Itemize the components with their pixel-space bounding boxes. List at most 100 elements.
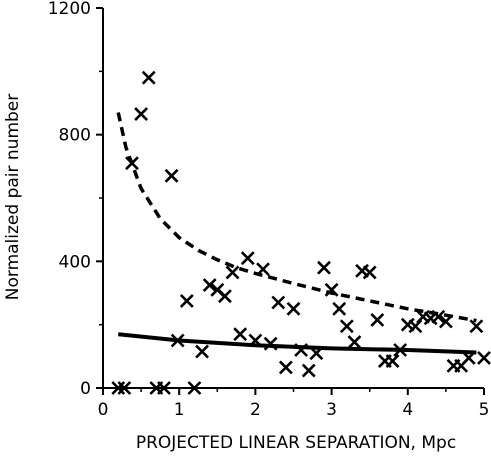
data-point (370, 312, 385, 327)
data-point-stroke (317, 260, 331, 275)
data-point-stroke (347, 335, 362, 350)
data-point (347, 335, 362, 350)
data-point-stroke (469, 319, 484, 334)
data-point (125, 156, 139, 171)
data-point (332, 301, 347, 316)
data-point (141, 70, 156, 85)
data-point-stroke (125, 156, 139, 171)
data-point-stroke (202, 278, 217, 293)
data-point (317, 260, 331, 275)
data-point-stroke (218, 289, 232, 304)
x-tick-label: 2 (250, 400, 261, 420)
data-point (362, 265, 377, 280)
data-point-stroke (179, 293, 194, 308)
data-point (393, 343, 408, 357)
data-point-stroke (256, 262, 270, 277)
data-point-stroke (431, 309, 446, 324)
x-tick-label: 4 (402, 400, 413, 420)
y-tick-label: 0 (80, 379, 91, 399)
data-point-stroke (461, 350, 476, 365)
data-point (117, 381, 132, 395)
data-point (477, 350, 491, 365)
series-layer (111, 70, 491, 395)
y-tick-label: 400 (59, 252, 91, 272)
data-point-stroke (385, 354, 400, 369)
data-point (339, 319, 354, 334)
data-point (461, 350, 476, 365)
data-point (385, 354, 400, 369)
y-axis-title: Normalized pair number (3, 94, 23, 300)
data-point-stroke (400, 317, 415, 332)
data-point (195, 344, 209, 359)
data-point-stroke (240, 251, 255, 266)
data-point-stroke (195, 344, 209, 359)
data-point-stroke (339, 319, 354, 334)
data-point-stroke (187, 381, 202, 395)
x-tick-label: 0 (98, 400, 109, 420)
data-point-stroke (170, 333, 185, 348)
x-tick-label: 3 (326, 400, 337, 420)
data-point-stroke (157, 381, 171, 395)
data-point-stroke (248, 333, 263, 348)
data-point (240, 251, 255, 266)
data-point-stroke (332, 301, 347, 316)
data-point (233, 327, 248, 342)
data-point-stroke (309, 346, 324, 361)
data-point (263, 336, 278, 351)
data-point (278, 360, 293, 375)
data-point-stroke (233, 327, 248, 342)
data-point-stroke (286, 301, 301, 316)
data-point (431, 309, 446, 324)
y-tick-label: 800 (59, 126, 91, 146)
data-point (438, 314, 453, 329)
data-point (408, 319, 423, 334)
data-point-stroke (362, 265, 377, 280)
data-point (301, 363, 316, 378)
data-point-stroke (370, 312, 385, 327)
data-point (179, 293, 194, 308)
data-point-stroke (278, 360, 293, 375)
data-point-stroke (225, 265, 240, 280)
data-point-stroke (477, 350, 491, 365)
axes (102, 8, 484, 389)
data-point (294, 343, 309, 357)
data-point-stroke (408, 319, 423, 334)
data-point-stroke (438, 314, 453, 329)
dashed-fit-line (116, 112, 477, 323)
data-point-stroke (271, 295, 286, 310)
tick-labels: 0 1 2 3 4 5 0 400 800 1200 (48, 0, 490, 420)
solid-fit-line (117, 332, 477, 355)
x-axis-title: PROJECTED LINEAR SEPARATION, Mpc (136, 433, 456, 453)
data-point-stroke (393, 343, 408, 357)
data-point (111, 381, 126, 395)
data-point (271, 295, 286, 310)
data-point-stroke (294, 343, 309, 357)
data-point (225, 265, 240, 280)
y-tick-label: 1200 (48, 0, 91, 19)
data-point (309, 346, 324, 361)
data-point-stroke (301, 363, 316, 378)
data-point-stroke (355, 263, 369, 278)
data-point (157, 381, 171, 395)
data-point (324, 282, 339, 297)
data-point (134, 107, 149, 122)
data-point-stroke (263, 336, 278, 351)
data-point-stroke (210, 282, 225, 297)
x-tick-label: 1 (174, 400, 185, 420)
data-point-stroke (111, 381, 126, 395)
ticks (96, 7, 485, 395)
data-point (469, 319, 484, 334)
data-point (187, 381, 202, 395)
data-point (170, 333, 185, 348)
x-tick-label: 5 (479, 400, 490, 420)
data-point-stroke (416, 309, 430, 324)
data-point (164, 168, 179, 183)
data-point-stroke (164, 168, 179, 183)
data-point (286, 301, 301, 316)
data-point-stroke (134, 107, 149, 122)
data-point (248, 333, 263, 348)
data-point-stroke (324, 282, 339, 297)
data-point-stroke (141, 70, 156, 85)
